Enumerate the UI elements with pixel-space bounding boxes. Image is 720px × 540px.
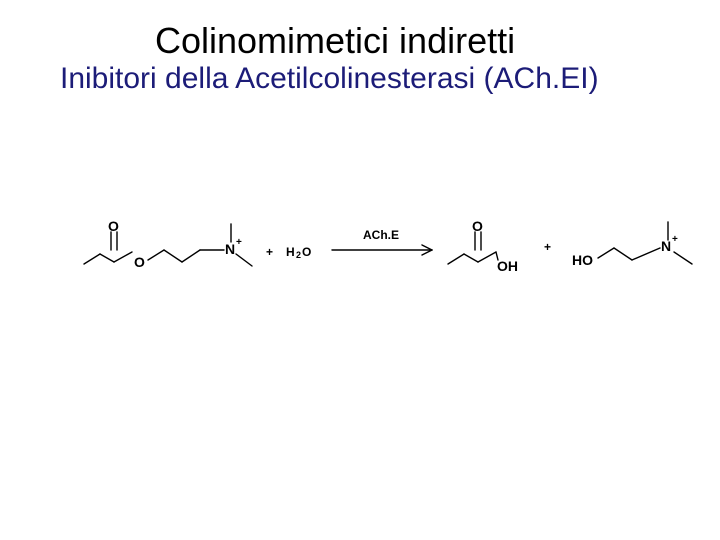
chem-label: HO: [572, 252, 593, 268]
chem-label: H: [286, 245, 295, 259]
chem-label: N: [225, 241, 235, 257]
chem-label: ACh.E: [363, 228, 399, 242]
chem-label: O: [108, 218, 119, 234]
chem-label: 2: [296, 250, 301, 260]
chem-label: N: [661, 238, 671, 254]
chem-label: O: [134, 254, 145, 270]
chem-label: OH: [497, 258, 518, 274]
chem-label: O: [302, 245, 311, 259]
chem-label: O: [472, 218, 483, 234]
chem-label: +: [672, 234, 678, 245]
chem-label: +: [236, 237, 242, 248]
chem-label: +: [544, 240, 551, 254]
chemistry-diagram: [0, 0, 720, 540]
chem-label: +: [266, 245, 273, 259]
slide-canvas: Colinomimetici indiretti Inibitori della…: [0, 0, 720, 540]
